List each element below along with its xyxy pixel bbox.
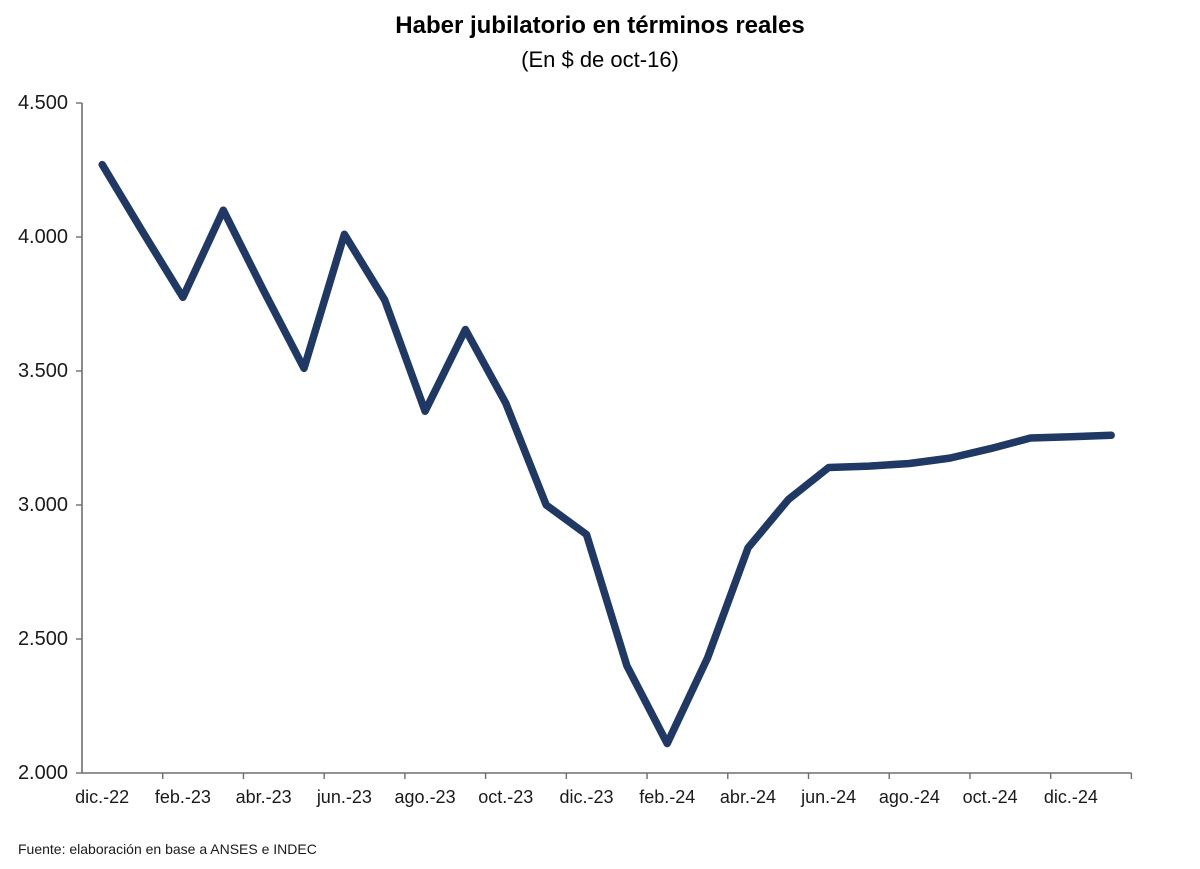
x-axis-tick-label: feb.-23 [154, 787, 211, 807]
x-axis-tick-label: jun.-23 [316, 787, 372, 807]
chart-title: Haber jubilatorio en términos reales [395, 12, 805, 39]
x-axis-tick-label: ago.-23 [394, 787, 456, 807]
x-axis-tick-label: oct.-23 [478, 787, 534, 807]
x-axis-tick-label: jun.-24 [801, 787, 857, 807]
y-axis-tick-label: 2.500 [17, 628, 68, 650]
y-axis-tick-label: 3.000 [17, 494, 68, 516]
source-note: Fuente: elaboración en base a ANSES e IN… [18, 841, 317, 857]
x-axis-tick-label: dic.-22 [75, 787, 130, 807]
x-axis-tick-label: dic.-24 [1043, 787, 1098, 807]
y-axis-tick-label: 3.500 [17, 360, 68, 382]
y-axis-tick-label: 4.000 [17, 226, 68, 248]
x-axis-tick-label: oct.-24 [962, 787, 1018, 807]
y-axis-tick-label: 4.500 [17, 92, 68, 114]
data-series-line [98, 160, 1115, 748]
x-axis-tick-label: dic.-23 [559, 787, 614, 807]
y-axis-tick-label: 2.000 [17, 762, 68, 784]
chart-subtitle: (En $ de oct-16) [521, 47, 679, 72]
x-axis-tick-label: abr.-24 [719, 787, 776, 807]
x-axis-tick-label: abr.-23 [235, 787, 292, 807]
x-axis-tick-label: feb.-24 [639, 787, 696, 807]
x-axis-tick-label: ago.-24 [878, 787, 940, 807]
